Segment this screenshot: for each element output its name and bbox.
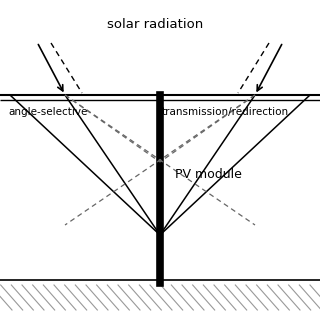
Text: solar radiation: solar radiation: [107, 18, 203, 31]
Text: PV module: PV module: [175, 169, 242, 181]
Text: angle-selective: angle-selective: [8, 107, 87, 117]
Text: transmission/redirection: transmission/redirection: [162, 107, 289, 117]
